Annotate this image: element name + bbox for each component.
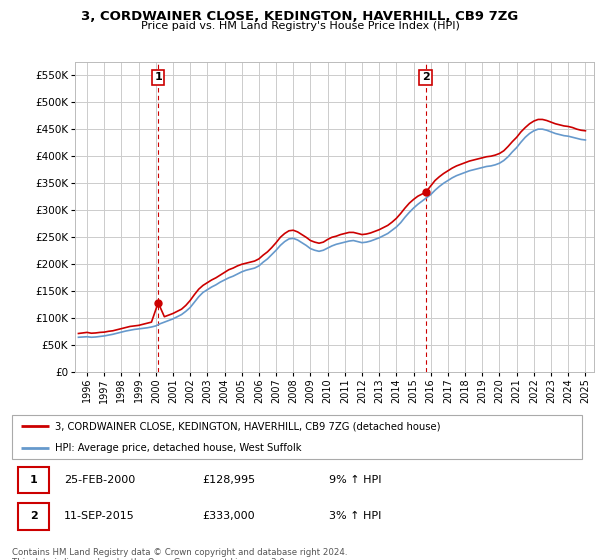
- FancyBboxPatch shape: [12, 416, 582, 459]
- Text: 1: 1: [30, 475, 37, 485]
- Text: Price paid vs. HM Land Registry's House Price Index (HPI): Price paid vs. HM Land Registry's House …: [140, 21, 460, 31]
- Text: 2: 2: [30, 511, 37, 521]
- Text: £333,000: £333,000: [202, 511, 255, 521]
- Text: Contains HM Land Registry data © Crown copyright and database right 2024.
This d: Contains HM Land Registry data © Crown c…: [12, 548, 347, 560]
- Text: 9% ↑ HPI: 9% ↑ HPI: [329, 475, 382, 485]
- Text: 2: 2: [422, 72, 430, 82]
- Text: £128,995: £128,995: [202, 475, 255, 485]
- Text: 3, CORDWAINER CLOSE, KEDINGTON, HAVERHILL, CB9 7ZG: 3, CORDWAINER CLOSE, KEDINGTON, HAVERHIL…: [82, 10, 518, 23]
- FancyBboxPatch shape: [18, 467, 49, 493]
- Text: 11-SEP-2015: 11-SEP-2015: [64, 511, 134, 521]
- Text: HPI: Average price, detached house, West Suffolk: HPI: Average price, detached house, West…: [55, 444, 302, 454]
- Text: 25-FEB-2000: 25-FEB-2000: [64, 475, 135, 485]
- Text: 3% ↑ HPI: 3% ↑ HPI: [329, 511, 381, 521]
- Text: 1: 1: [154, 72, 162, 82]
- Text: 3, CORDWAINER CLOSE, KEDINGTON, HAVERHILL, CB9 7ZG (detached house): 3, CORDWAINER CLOSE, KEDINGTON, HAVERHIL…: [55, 421, 440, 431]
- FancyBboxPatch shape: [18, 503, 49, 530]
